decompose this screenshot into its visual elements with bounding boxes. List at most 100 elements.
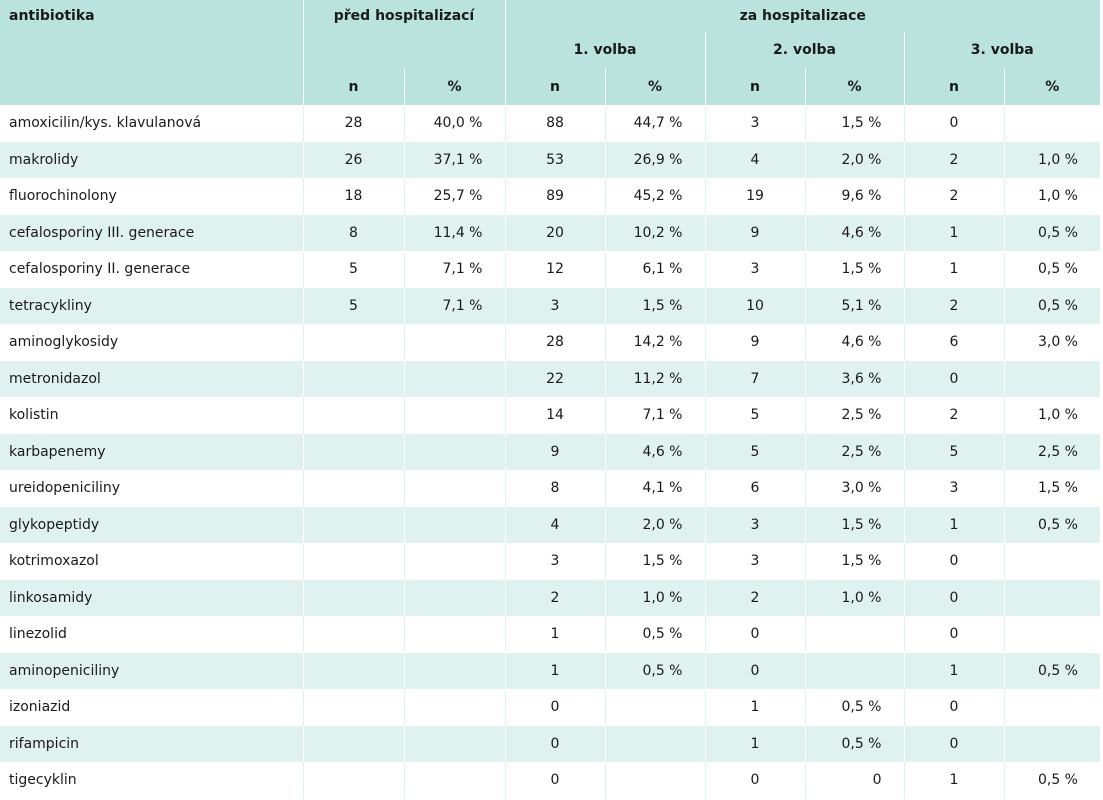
cell-n-before <box>302 506 404 543</box>
cell-pct-choice2: 3,0 % <box>804 470 904 507</box>
cell-n-choice2: 5 <box>704 397 805 434</box>
cell-pct-choice1: 14,2 % <box>604 324 705 361</box>
cell-n-choice2: 9 <box>704 214 805 251</box>
cell-pct-choice1: 0,5 % <box>604 616 705 653</box>
header-choice-1: 1. volba <box>504 32 705 68</box>
cell-pct-choice1 <box>604 689 705 726</box>
cell-antibiotic-name: rifampicin <box>0 725 303 762</box>
cell-n-choice1: 9 <box>504 433 605 470</box>
cell-n-choice3: 3 <box>903 470 1004 507</box>
cell-pct-choice3 <box>1003 725 1100 762</box>
cell-n-choice1: 53 <box>504 141 605 178</box>
header-choice-3: 3. volba <box>903 32 1100 68</box>
cell-pct-before <box>403 470 505 507</box>
cell-n-before <box>302 397 404 434</box>
cell-antibiotic-name: amoxicilin/kys. klavulanová <box>0 105 303 142</box>
cell-pct-before <box>403 652 505 689</box>
cell-pct-choice2: 0,5 % <box>804 689 904 726</box>
cell-n-choice1: 22 <box>504 360 605 397</box>
table-header: antibiotika před hospitalizací za hospit… <box>0 0 1100 105</box>
cell-antibiotic-name: izoniazid <box>0 689 303 726</box>
cell-n-choice2: 19 <box>704 178 805 215</box>
cell-pct-choice3: 1,0 % <box>1003 141 1100 178</box>
table-row: linkosamidy 2 1,0 % 2 1,0 % 0 <box>0 579 1100 616</box>
cell-pct-choice1: 1,0 % <box>604 579 705 616</box>
cell-n-choice2: 0 <box>704 762 805 799</box>
cell-n-choice1: 89 <box>504 178 605 215</box>
cell-n-choice3: 0 <box>903 689 1004 726</box>
table-row: metronidazol 22 11,2 % 7 3,6 % 0 <box>0 360 1100 397</box>
cell-pct-choice1: 2,0 % <box>604 506 705 543</box>
cell-n-choice3: 0 <box>903 725 1004 762</box>
cell-n-choice3: 1 <box>903 251 1004 288</box>
cell-pct-choice2: 0 <box>804 762 904 799</box>
cell-pct-before <box>403 543 505 580</box>
cell-pct-choice1: 44,7 % <box>604 105 705 142</box>
cell-n-before: 8 <box>302 214 404 251</box>
cell-pct-choice2: 1,5 % <box>804 105 904 142</box>
cell-pct-choice1: 4,1 % <box>604 470 705 507</box>
cell-pct-before <box>403 506 505 543</box>
cell-n-choice3: 2 <box>903 178 1004 215</box>
cell-pct-choice3 <box>1003 360 1100 397</box>
cell-n-before <box>302 543 404 580</box>
cell-pct-before <box>403 762 505 799</box>
cell-n-choice2: 2 <box>704 579 805 616</box>
cell-antibiotic-name: tetracykliny <box>0 287 303 324</box>
cell-pct-choice1: 1,5 % <box>604 543 705 580</box>
cell-pct-choice3 <box>1003 105 1100 142</box>
cell-pct-before: 7,1 % <box>403 251 505 288</box>
cell-pct-choice2: 5,1 % <box>804 287 904 324</box>
cell-antibiotic-name: metronidazol <box>0 360 303 397</box>
cell-n-choice3: 6 <box>903 324 1004 361</box>
cell-antibiotic-name: kotrimoxazol <box>0 543 303 580</box>
cell-antibiotic-name: cefalosporiny II. generace <box>0 251 303 288</box>
cell-n-before: 28 <box>302 105 404 142</box>
cell-pct-choice3 <box>1003 543 1100 580</box>
cell-n-before <box>302 616 404 653</box>
cell-pct-before <box>403 324 505 361</box>
cell-n-choice2: 1 <box>704 689 805 726</box>
cell-n-choice3: 0 <box>903 543 1004 580</box>
table-row: amoxicilin/kys. klavulanová 28 40,0 % 88 44,… <box>0 105 1100 142</box>
cell-pct-choice2: 9,6 % <box>804 178 904 215</box>
cell-antibiotic-name: ureidopeniciliny <box>0 470 303 507</box>
cell-pct-before <box>403 689 505 726</box>
cell-n-before <box>302 470 404 507</box>
cell-pct-choice1: 0,5 % <box>604 652 705 689</box>
cell-n-choice1: 14 <box>504 397 605 434</box>
cell-n-choice3: 2 <box>903 141 1004 178</box>
cell-antibiotic-name: fluorochinolony <box>0 178 303 215</box>
cell-n-choice2: 5 <box>704 433 805 470</box>
table-body: amoxicilin/kys. klavulanová 28 40,0 % 88 44,… <box>0 105 1100 799</box>
header-n-choice3: n <box>903 68 1004 105</box>
cell-n-choice3: 0 <box>903 579 1004 616</box>
cell-antibiotic-name: tigecyklin <box>0 762 303 799</box>
cell-n-choice2: 6 <box>704 470 805 507</box>
cell-n-choice2: 10 <box>704 287 805 324</box>
cell-n-choice3: 5 <box>903 433 1004 470</box>
cell-antibiotic-name: glykopeptidy <box>0 506 303 543</box>
cell-pct-choice3: 1,0 % <box>1003 397 1100 434</box>
header-pct-choice3: % <box>1003 68 1100 105</box>
cell-pct-choice1: 1,5 % <box>604 287 705 324</box>
header-choice-2: 2. volba <box>704 32 904 68</box>
table-row: cefalosporiny III. generace 8 11,4 % 20 10,2… <box>0 214 1100 251</box>
cell-antibiotic-name: karbapenemy <box>0 433 303 470</box>
cell-n-choice3: 1 <box>903 214 1004 251</box>
cell-n-choice1: 8 <box>504 470 605 507</box>
cell-n-before <box>302 433 404 470</box>
cell-pct-choice2: 0,5 % <box>804 725 904 762</box>
cell-n-choice2: 0 <box>704 616 805 653</box>
cell-n-choice2: 3 <box>704 543 805 580</box>
cell-pct-choice3: 0,5 % <box>1003 251 1100 288</box>
table-row: tigecyklin 0 0 0 1 0,5 % <box>0 762 1100 799</box>
cell-pct-choice3: 0,5 % <box>1003 762 1100 799</box>
cell-n-before <box>302 725 404 762</box>
cell-pct-before: 11,4 % <box>403 214 505 251</box>
cell-pct-choice1: 45,2 % <box>604 178 705 215</box>
cell-pct-choice2: 2,5 % <box>804 433 904 470</box>
cell-pct-before: 25,7 % <box>403 178 505 215</box>
cell-pct-choice2 <box>804 652 904 689</box>
